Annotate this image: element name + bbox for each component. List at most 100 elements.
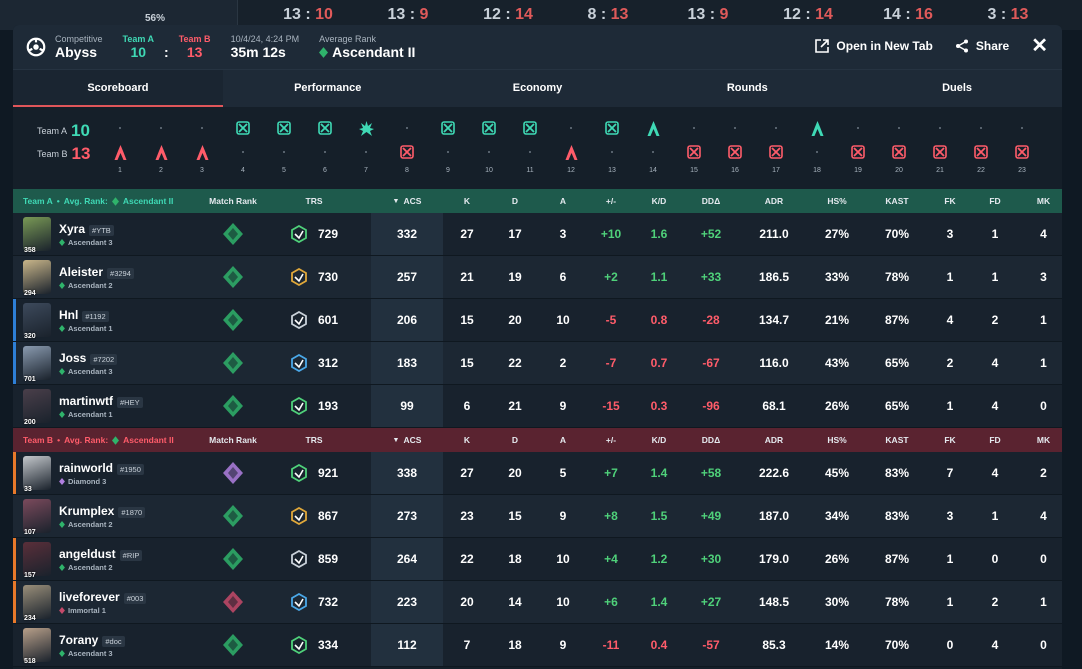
round-placeholder-dot[interactable]: [109, 127, 131, 129]
player-row[interactable]: 320 Hnl #1192 Ascendant 1 601 206 15 20 1…: [13, 299, 1062, 342]
round-win-icon-team-b[interactable]: [765, 145, 787, 164]
tab-performance[interactable]: Performance: [294, 82, 362, 94]
open-new-tab-button[interactable]: Open in New Tab: [815, 39, 933, 53]
round-win-icon-team-a[interactable]: [642, 121, 664, 141]
player-row[interactable]: 200 martinwtf #HEY Ascendant 1 193 99 6 2…: [13, 385, 1062, 428]
round-placeholder-dot[interactable]: [806, 151, 828, 153]
col-fk[interactable]: FK: [944, 196, 956, 206]
player-name[interactable]: Hnl: [59, 307, 79, 322]
round-win-icon-team-a[interactable]: [437, 121, 459, 140]
round-placeholder-dot[interactable]: [273, 151, 295, 153]
col-acs[interactable]: ▼ ACS: [371, 428, 443, 452]
player-name[interactable]: Joss: [59, 350, 87, 365]
col-trs[interactable]: TRS: [305, 196, 323, 206]
col-ddelta[interactable]: DDΔ: [701, 435, 721, 445]
round-win-icon-team-a[interactable]: [806, 121, 828, 141]
round-win-icon-team-a[interactable]: [232, 121, 254, 140]
round-placeholder-dot[interactable]: [191, 127, 213, 129]
round-placeholder-dot[interactable]: [1011, 127, 1033, 129]
round-win-icon-team-a[interactable]: [355, 121, 377, 141]
round-placeholder-dot[interactable]: [683, 127, 705, 129]
player-row[interactable]: 518 7orany #doc Ascendant 3 334 112 7 18 …: [13, 624, 1062, 667]
col-d[interactable]: D: [511, 435, 519, 445]
col-kast[interactable]: KAST: [885, 196, 909, 206]
col-kd[interactable]: K/D: [651, 196, 667, 206]
round-placeholder-dot[interactable]: [437, 151, 459, 153]
col-a[interactable]: A: [559, 435, 567, 445]
player-row[interactable]: 234 liveforever #003 Immortal 1 732 223 2…: [13, 581, 1062, 624]
share-button[interactable]: Share: [955, 39, 1009, 53]
round-placeholder-dot[interactable]: [314, 151, 336, 153]
col-adr[interactable]: ADR: [764, 196, 784, 206]
background-score[interactable]: 13 : 10: [283, 6, 333, 23]
round-win-icon-team-b[interactable]: [847, 145, 869, 164]
player-name[interactable]: 7orany: [59, 632, 99, 647]
agent-avatar[interactable]: 518: [23, 628, 51, 665]
col-kd[interactable]: K/D: [651, 435, 667, 445]
agent-avatar[interactable]: 157: [23, 542, 51, 579]
col-ddelta[interactable]: DDΔ: [701, 196, 721, 206]
round-placeholder-dot[interactable]: [150, 127, 172, 129]
col-mk[interactable]: MK: [1036, 196, 1051, 206]
col-fk[interactable]: FK: [944, 435, 956, 445]
col-k[interactable]: K: [463, 435, 471, 445]
round-placeholder-dot[interactable]: [232, 151, 254, 153]
agent-avatar[interactable]: 358: [23, 217, 51, 254]
player-row[interactable]: 358 Xyra #YTB Ascendant 3 729 332 27 17 3…: [13, 213, 1062, 256]
col-plus-minus[interactable]: +/-: [605, 435, 617, 445]
player-name[interactable]: Krumplex: [59, 503, 115, 518]
agent-avatar[interactable]: 33: [23, 456, 51, 493]
col-a[interactable]: A: [559, 196, 567, 206]
col-hs[interactable]: HS%: [827, 196, 847, 206]
round-win-icon-team-b[interactable]: [970, 145, 992, 164]
round-placeholder-dot[interactable]: [929, 127, 951, 129]
round-placeholder-dot[interactable]: [355, 151, 377, 153]
background-score[interactable]: 3 : 13: [987, 6, 1029, 23]
player-row[interactable]: 294 Aleister #3294 Ascendant 2 730 257 21…: [13, 256, 1062, 299]
round-placeholder-dot[interactable]: [560, 127, 582, 129]
round-win-icon-team-b[interactable]: [724, 145, 746, 164]
col-plus-minus[interactable]: +/-: [605, 196, 617, 206]
player-name[interactable]: rainworld: [59, 460, 114, 475]
tab-duels[interactable]: Duels: [942, 82, 973, 94]
col-adr[interactable]: ADR: [764, 435, 784, 445]
round-win-icon-team-b[interactable]: [150, 145, 172, 165]
round-win-icon-team-a[interactable]: [273, 121, 295, 140]
agent-avatar[interactable]: 294: [23, 260, 51, 297]
col-hs[interactable]: HS%: [827, 435, 847, 445]
round-win-icon-team-a[interactable]: [601, 121, 623, 140]
player-name[interactable]: martinwtf: [59, 393, 113, 408]
agent-avatar[interactable]: 107: [23, 499, 51, 536]
round-win-icon-team-b[interactable]: [929, 145, 951, 164]
background-score[interactable]: 13 : 9: [687, 6, 729, 23]
round-placeholder-dot[interactable]: [396, 127, 418, 129]
col-fd[interactable]: FD: [989, 435, 1001, 445]
col-acs[interactable]: ▼ ACS: [371, 189, 443, 213]
col-match-rank[interactable]: Match Rank: [209, 196, 257, 206]
player-row[interactable]: 701 Joss #7202 Ascendant 3 312 183 15 22 …: [13, 342, 1062, 385]
col-match-rank[interactable]: Match Rank: [209, 435, 257, 445]
round-win-icon-team-a[interactable]: [478, 121, 500, 140]
round-win-icon-team-b[interactable]: [1011, 145, 1033, 164]
round-win-icon-team-b[interactable]: [888, 145, 910, 164]
background-score[interactable]: 8 : 13: [587, 6, 629, 23]
col-d[interactable]: D: [511, 196, 519, 206]
player-row[interactable]: 33 rainworld #1950 Diamond 3 921 338 27 2…: [13, 452, 1062, 495]
round-placeholder-dot[interactable]: [478, 151, 500, 153]
round-win-icon-team-b[interactable]: [191, 145, 213, 165]
player-name[interactable]: Aleister: [59, 264, 104, 279]
round-placeholder-dot[interactable]: [765, 127, 787, 129]
round-placeholder-dot[interactable]: [642, 151, 664, 153]
col-fd[interactable]: FD: [989, 196, 1001, 206]
round-win-icon-team-a[interactable]: [519, 121, 541, 140]
player-row[interactable]: 107 Krumplex #1870 Ascendant 2 867 273 23…: [13, 495, 1062, 538]
round-placeholder-dot[interactable]: [847, 127, 869, 129]
col-trs[interactable]: TRS: [305, 435, 323, 445]
agent-avatar[interactable]: 701: [23, 346, 51, 383]
col-kast[interactable]: KAST: [885, 435, 909, 445]
player-name[interactable]: liveforever: [59, 589, 120, 604]
agent-avatar[interactable]: 320: [23, 303, 51, 340]
tab-scoreboard[interactable]: Scoreboard: [13, 70, 223, 107]
round-placeholder-dot[interactable]: [888, 127, 910, 129]
background-score[interactable]: 14 : 16: [883, 6, 933, 23]
